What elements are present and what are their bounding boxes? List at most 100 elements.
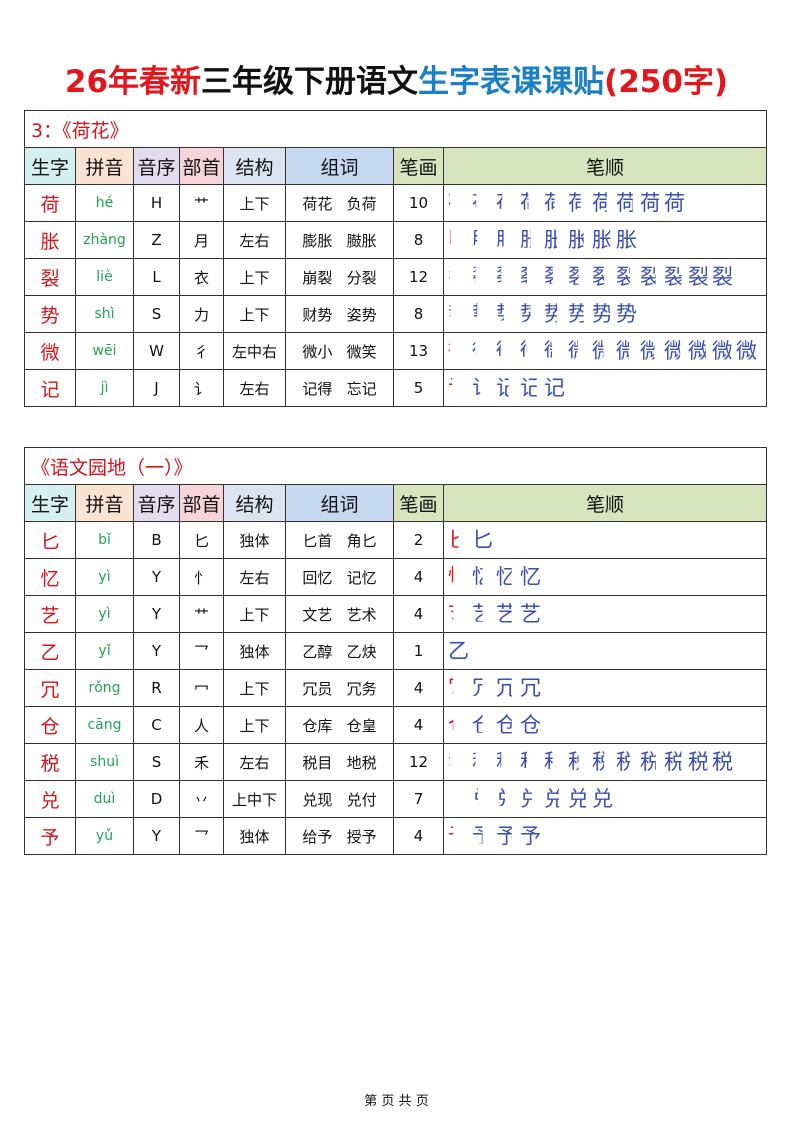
cell-stroke-order: 予予予予 bbox=[442, 817, 768, 855]
cell-order: Y bbox=[133, 817, 180, 855]
stroke-step: 予 bbox=[496, 824, 517, 848]
stroke-step: 裂 bbox=[448, 265, 469, 289]
cell-stroke-order: 裂裂裂裂裂裂裂裂裂裂裂裂 bbox=[442, 258, 768, 296]
stroke-step: 胀 bbox=[616, 228, 637, 252]
word-1: 荷花 bbox=[302, 194, 333, 213]
stroke-step: 忆 bbox=[520, 565, 541, 589]
stroke-step: 微 bbox=[640, 339, 661, 363]
stroke-step: 微 bbox=[448, 339, 469, 363]
stroke-step: 税 bbox=[496, 750, 517, 774]
table-row: 予 yǔ Y 乛 独体 给予 授予 4 予予予予 bbox=[24, 817, 768, 855]
cell-char: 微 bbox=[24, 332, 76, 370]
stroke-step: 裂 bbox=[496, 265, 517, 289]
stroke-step: 裂 bbox=[688, 265, 709, 289]
cell-stroke-order: 税税税税税税税税税税税税 bbox=[442, 743, 768, 781]
header-strokes: 笔顺 bbox=[442, 484, 768, 522]
stroke-step: 仓 bbox=[520, 713, 541, 737]
stroke-step: 胀 bbox=[544, 228, 565, 252]
stroke-step: 裂 bbox=[664, 265, 685, 289]
stroke-step: 兑 bbox=[472, 787, 493, 811]
header-structure: 结构 bbox=[223, 484, 286, 522]
word-1: 微小 bbox=[302, 342, 333, 361]
cell-radical: 匕 bbox=[179, 521, 224, 559]
cell-order: R bbox=[133, 669, 180, 707]
cell-stroke-order: 乙 bbox=[442, 632, 768, 670]
cell-order: H bbox=[133, 184, 180, 222]
word-1: 记得 bbox=[302, 379, 333, 398]
cell-char: 税 bbox=[24, 743, 76, 781]
stroke-step: 冗 bbox=[520, 676, 541, 700]
header-structure: 结构 bbox=[223, 147, 286, 185]
stroke-step: 税 bbox=[616, 750, 637, 774]
stroke-step: 予 bbox=[472, 824, 493, 848]
header-pinyin: 拼音 bbox=[75, 147, 134, 185]
cell-radical: 艹 bbox=[179, 595, 224, 633]
stroke-step: 裂 bbox=[616, 265, 637, 289]
word-2: 冗务 bbox=[346, 679, 377, 698]
cell-stroke-order: 冗冗冗冗 bbox=[442, 669, 768, 707]
word-2: 负荷 bbox=[346, 194, 377, 213]
cell-char: 忆 bbox=[24, 558, 76, 596]
stroke-step: 微 bbox=[568, 339, 589, 363]
title-count: (250字) bbox=[604, 64, 729, 100]
stroke-step: 记 bbox=[448, 376, 469, 400]
stroke-step: 税 bbox=[688, 750, 709, 774]
cell-char: 匕 bbox=[24, 521, 76, 559]
cell-pinyin: shuì bbox=[75, 743, 134, 781]
stroke-step: 税 bbox=[592, 750, 613, 774]
table-row: 匕 bǐ B 匕 独体 匕首 角匕 2 匕匕 bbox=[24, 521, 768, 559]
stroke-step: 兑 bbox=[520, 787, 541, 811]
cell-words: 文艺 艺术 bbox=[285, 595, 394, 633]
cell-order: L bbox=[133, 258, 180, 296]
stroke-step: 微 bbox=[688, 339, 709, 363]
cell-order: J bbox=[133, 369, 180, 407]
cell-radical: 人 bbox=[179, 706, 224, 744]
stroke-step: 微 bbox=[712, 339, 733, 363]
cell-order: Y bbox=[133, 595, 180, 633]
cell-count: 12 bbox=[393, 258, 444, 296]
stroke-step: 势 bbox=[592, 302, 613, 326]
cell-structure: 左右 bbox=[223, 369, 286, 407]
cell-order: B bbox=[133, 521, 180, 559]
stroke-step: 仓 bbox=[472, 713, 493, 737]
cell-char: 记 bbox=[24, 369, 76, 407]
cell-order: Y bbox=[133, 558, 180, 596]
stroke-step: 艺 bbox=[472, 602, 493, 626]
stroke-step: 裂 bbox=[544, 265, 565, 289]
stroke-step: 荷 bbox=[448, 191, 469, 215]
stroke-step: 记 bbox=[496, 376, 517, 400]
cell-order: W bbox=[133, 332, 180, 370]
table-row: 兑 duì D 丷 上中下 兑现 兑付 7 兑兑兑兑兑兑兑 bbox=[24, 780, 768, 818]
stroke-step: 予 bbox=[448, 824, 469, 848]
stroke-step: 税 bbox=[568, 750, 589, 774]
stroke-step: 裂 bbox=[712, 265, 733, 289]
cell-char: 艺 bbox=[24, 595, 76, 633]
stroke-step: 兑 bbox=[544, 787, 565, 811]
cell-structure: 上下 bbox=[223, 258, 286, 296]
cell-radical: 讠 bbox=[179, 369, 224, 407]
cell-pinyin: hé bbox=[75, 184, 134, 222]
header-order: 音序 bbox=[133, 484, 180, 522]
cell-stroke-order: 势势势势势势势势 bbox=[442, 295, 768, 333]
cell-count: 4 bbox=[393, 595, 444, 633]
cell-structure: 左右 bbox=[223, 558, 286, 596]
table-row: 荷 hé H 艹 上下 荷花 负荷 10 荷荷荷荷荷荷荷荷荷荷 bbox=[24, 184, 768, 222]
cell-words: 回忆 记忆 bbox=[285, 558, 394, 596]
cell-radical: 冖 bbox=[179, 669, 224, 707]
table-row: 仓 cāng C 人 上下 仓库 仓皇 4 仓仓仓仓 bbox=[24, 706, 768, 744]
cell-radical: 彳 bbox=[179, 332, 224, 370]
header-count: 笔画 bbox=[393, 147, 444, 185]
stroke-step: 势 bbox=[472, 302, 493, 326]
cell-words: 微小 微笑 bbox=[285, 332, 394, 370]
cell-count: 4 bbox=[393, 706, 444, 744]
cell-structure: 上下 bbox=[223, 706, 286, 744]
table-row: 胀 zhàng Z 月 左右 膨胀 臌胀 8 胀胀胀胀胀胀胀胀 bbox=[24, 221, 768, 259]
stroke-step: 荷 bbox=[520, 191, 541, 215]
stroke-step: 裂 bbox=[640, 265, 661, 289]
stroke-step: 微 bbox=[472, 339, 493, 363]
cell-radical: 衣 bbox=[179, 258, 224, 296]
stroke-step: 微 bbox=[592, 339, 613, 363]
cell-words: 税目 地税 bbox=[285, 743, 394, 781]
cell-radical: 艹 bbox=[179, 184, 224, 222]
cell-pinyin: zhàng bbox=[75, 221, 134, 259]
